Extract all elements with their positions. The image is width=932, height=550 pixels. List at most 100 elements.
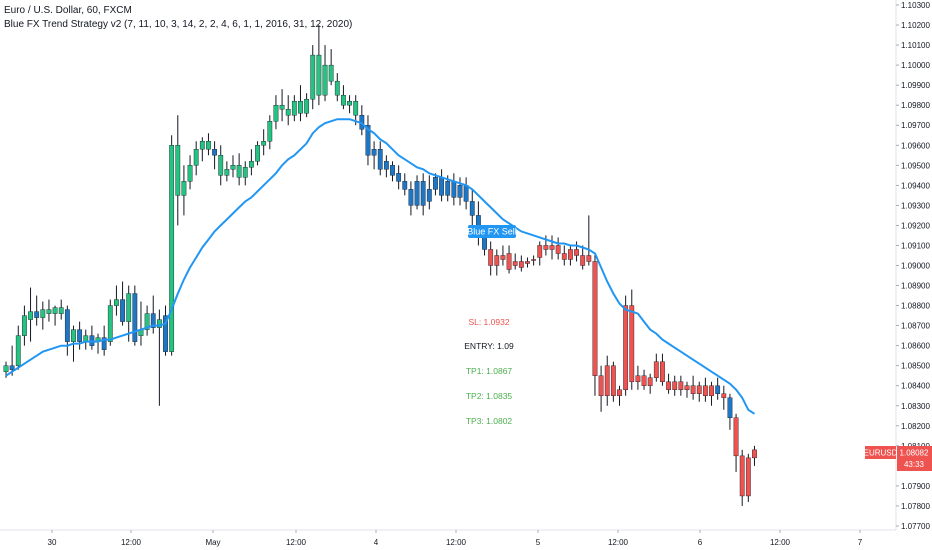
- candle-body[interactable]: [463, 185, 469, 202]
- time-axis[interactable]: 30 12:00 May 12:00 4 12:00 5 12:00 6 12:00 7: [48, 530, 863, 547]
- candle-body[interactable]: [635, 375, 641, 382]
- candle-body[interactable]: [696, 385, 702, 394]
- candle-body[interactable]: [218, 155, 224, 176]
- candle-body[interactable]: [445, 181, 451, 196]
- candle-body[interactable]: [580, 255, 586, 266]
- candle-body[interactable]: [236, 165, 242, 178]
- candle-body[interactable]: [420, 181, 426, 206]
- candle-body[interactable]: [347, 100, 352, 106]
- candle-body[interactable]: [568, 249, 573, 260]
- candle-body[interactable]: [150, 313, 156, 328]
- candle-body[interactable]: [617, 389, 622, 396]
- candle-body[interactable]: [733, 417, 739, 457]
- candle-body[interactable]: [604, 365, 610, 396]
- candle-body[interactable]: [206, 141, 211, 150]
- candle-body[interactable]: [199, 141, 205, 150]
- symbol-title[interactable]: Euro / U.S. Dollar, 60, FXCM: [4, 5, 132, 16]
- candle-body[interactable]: [745, 457, 751, 497]
- candle-body[interactable]: [341, 94, 346, 106]
- candle-body[interactable]: [107, 305, 113, 342]
- candle-body[interactable]: [531, 259, 537, 261]
- candle-body[interactable]: [610, 365, 616, 396]
- candle-body[interactable]: [267, 121, 273, 142]
- candle-body[interactable]: [132, 293, 138, 342]
- candle-body[interactable]: [365, 125, 371, 156]
- candle-body[interactable]: [623, 305, 629, 390]
- candle-body[interactable]: [715, 385, 721, 394]
- candle-body[interactable]: [518, 261, 524, 268]
- candle-body[interactable]: [58, 307, 64, 314]
- candle-body[interactable]: [721, 393, 727, 398]
- candle-body[interactable]: [739, 455, 745, 497]
- candle-body[interactable]: [672, 381, 678, 390]
- candle-body[interactable]: [101, 337, 107, 350]
- candle-body[interactable]: [224, 169, 230, 176]
- candle-body[interactable]: [52, 307, 58, 314]
- candle-body[interactable]: [181, 181, 187, 196]
- candle-body[interactable]: [46, 309, 52, 314]
- candle-body[interactable]: [187, 165, 193, 182]
- candle-body[interactable]: [120, 299, 125, 322]
- candle-body[interactable]: [156, 319, 162, 328]
- candle-body[interactable]: [512, 261, 518, 266]
- candle-body[interactable]: [641, 375, 647, 386]
- candle-body[interactable]: [328, 64, 334, 82]
- candle-body[interactable]: [506, 253, 512, 270]
- candle-body[interactable]: [22, 315, 27, 336]
- candle-body[interactable]: [433, 177, 438, 190]
- candle-body[interactable]: [678, 381, 684, 390]
- candle-body[interactable]: [586, 255, 592, 262]
- candle-body[interactable]: [64, 309, 70, 342]
- candle-body[interactable]: [396, 173, 402, 182]
- candle-body[interactable]: [690, 385, 696, 394]
- candle-body[interactable]: [537, 245, 543, 258]
- candle-body[interactable]: [353, 100, 359, 116]
- candle-body[interactable]: [702, 385, 708, 396]
- candle-body[interactable]: [77, 329, 83, 342]
- candle-body[interactable]: [402, 181, 408, 190]
- candle-body[interactable]: [383, 161, 389, 170]
- candle-body[interactable]: [525, 261, 530, 264]
- candle-body[interactable]: [334, 80, 340, 96]
- candle-body[interactable]: [15, 335, 21, 366]
- candle-body[interactable]: [304, 98, 310, 114]
- candle-body[interactable]: [3, 365, 9, 372]
- candle-body[interactable]: [34, 311, 40, 318]
- candle-body[interactable]: [316, 54, 322, 96]
- candle-body[interactable]: [71, 329, 76, 342]
- candle-body[interactable]: [555, 245, 561, 254]
- candle-body[interactable]: [660, 361, 665, 382]
- candle-body[interactable]: [322, 64, 328, 96]
- candle-body[interactable]: [451, 181, 457, 198]
- indicator-title[interactable]: Blue FX Trend Strategy v2 (7, 11, 10, 3,…: [4, 19, 353, 30]
- candle-body[interactable]: [408, 189, 414, 206]
- candle-body[interactable]: [255, 145, 260, 162]
- candle-body[interactable]: [310, 54, 316, 100]
- candle-body[interactable]: [248, 161, 254, 168]
- candle-body[interactable]: [169, 145, 175, 352]
- price-axis[interactable]: 1.10300 1.10200 1.10100 1.10000 1.09900 1.098…: [896, 1, 930, 531]
- candle-body[interactable]: [261, 141, 267, 146]
- candle-body[interactable]: [561, 253, 567, 260]
- candle-body[interactable]: [543, 245, 549, 250]
- candle-body[interactable]: [9, 365, 15, 370]
- candle-body[interactable]: [426, 189, 432, 202]
- candle-body[interactable]: [592, 261, 598, 376]
- candle-body[interactable]: [598, 375, 604, 396]
- candle-body[interactable]: [163, 315, 168, 352]
- candle-body[interactable]: [709, 385, 714, 396]
- candle-body[interactable]: [279, 104, 285, 110]
- candle-body[interactable]: [494, 255, 500, 266]
- candle-body[interactable]: [439, 177, 444, 196]
- candle-body[interactable]: [193, 149, 199, 166]
- candle-body[interactable]: [549, 245, 555, 250]
- candle-body[interactable]: [126, 293, 132, 322]
- candle-body[interactable]: [28, 311, 33, 320]
- candle-body[interactable]: [488, 249, 494, 266]
- candle-body[interactable]: [298, 100, 303, 114]
- candle-body[interactable]: [684, 385, 690, 390]
- candle-body[interactable]: [653, 361, 659, 378]
- candle-body[interactable]: [574, 249, 579, 256]
- candle-body[interactable]: [175, 145, 181, 196]
